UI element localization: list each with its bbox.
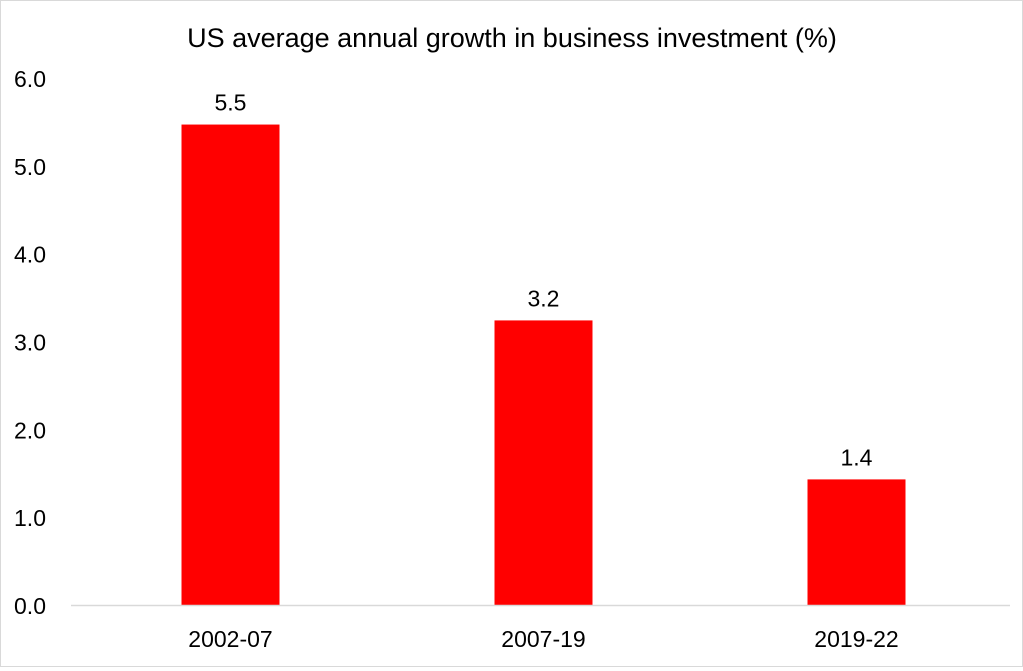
y-tick-label: 3.0 [14,330,46,356]
y-tick-label: 5.0 [14,154,46,180]
y-tick-label: 4.0 [14,242,46,268]
bar-2019-22 [807,479,906,605]
y-tick-label: 1.0 [14,505,46,531]
data-label: 3.2 [528,285,560,311]
y-tick-label: 0.0 [14,593,46,619]
bar-2007-19 [494,320,593,605]
bar-2002-07 [181,124,280,605]
chart-title: US average annual growth in business inv… [187,23,837,53]
x-tick-label: 2002-07 [188,626,272,652]
y-tick-label: 6.0 [14,66,46,92]
y-tick-label: 2.0 [14,417,46,443]
x-tick-label: 2007-19 [501,626,585,652]
data-label: 5.5 [215,90,247,116]
data-label: 1.4 [841,444,873,470]
x-tick-label: 2019-22 [814,626,898,652]
